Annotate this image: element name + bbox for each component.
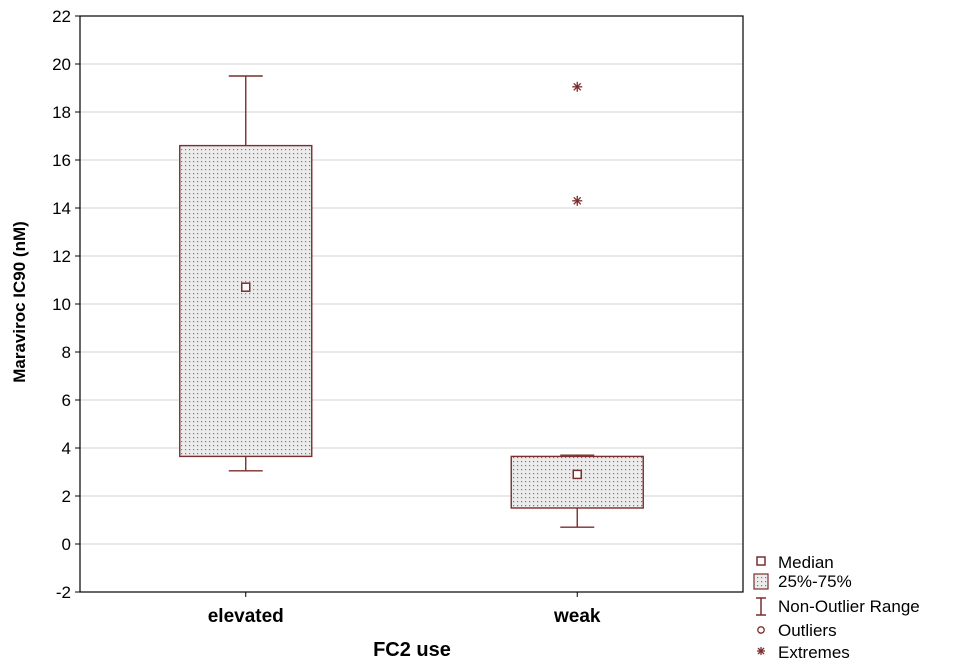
interquartile-box [510, 455, 644, 509]
y-axis-title: Maraviroc IC90 (nM) [10, 221, 29, 383]
extreme-point [572, 81, 583, 92]
x-category-label: elevated [208, 606, 284, 627]
legend-outliers-label: Outliers [778, 621, 837, 640]
y-tick-label: -2 [56, 583, 71, 602]
x-axis-title: FC2 use [373, 639, 451, 661]
legend-box-symbol [753, 573, 769, 590]
legend-outliers-symbol [757, 626, 765, 634]
extreme-point [572, 195, 583, 206]
box-elevated [179, 75, 313, 472]
median-marker [241, 282, 251, 292]
legend-median-label: Median [778, 553, 834, 572]
y-tick-label: 8 [62, 343, 71, 362]
y-tick-label: 6 [62, 391, 71, 410]
y-tick-label: 18 [52, 103, 71, 122]
y-tick-label: 16 [52, 151, 71, 170]
y-axis-ticks: -2 0 2 4 6 8 10 12 14 16 18 20 22 [52, 7, 80, 602]
legend-extremes-label: Extremes [778, 643, 850, 662]
legend: Median 25%-75% Non-Outlier Range Outlier… [753, 553, 920, 662]
y-tick-label: 10 [52, 295, 71, 314]
y-tick-label: 22 [52, 7, 71, 26]
box-weak [510, 81, 644, 528]
legend-box-label: 25%-75% [778, 572, 852, 591]
interquartile-box [179, 144, 313, 458]
y-tick-label: 20 [52, 55, 71, 74]
legend-median-symbol [756, 556, 766, 566]
y-tick-label: 14 [52, 199, 71, 218]
x-axis-category-labels: elevated weak [208, 592, 601, 627]
y-tick-label: 0 [62, 535, 71, 554]
boxes [179, 75, 644, 528]
y-tick-label: 2 [62, 487, 71, 506]
x-category-label: weak [553, 606, 601, 627]
y-tick-label: 4 [62, 439, 71, 458]
legend-range-symbol [756, 597, 766, 616]
median-marker [572, 469, 582, 480]
legend-range-label: Non-Outlier Range [778, 597, 920, 616]
y-tick-label: 12 [52, 247, 71, 266]
legend-extremes-symbol [757, 647, 765, 655]
